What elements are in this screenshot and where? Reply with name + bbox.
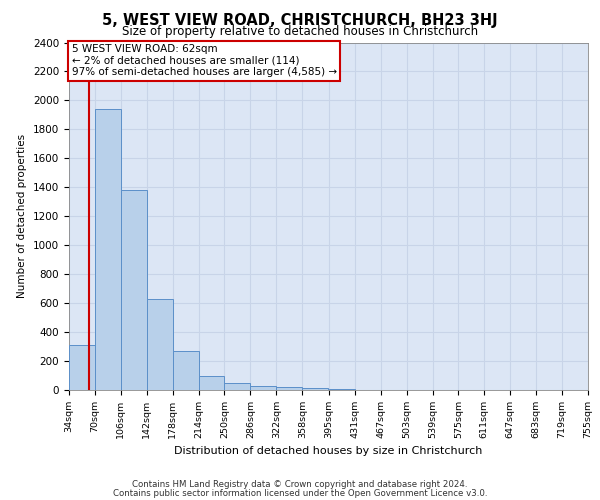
Text: 5 WEST VIEW ROAD: 62sqm
← 2% of detached houses are smaller (114)
97% of semi-de: 5 WEST VIEW ROAD: 62sqm ← 2% of detached… xyxy=(71,44,337,78)
X-axis label: Distribution of detached houses by size in Christchurch: Distribution of detached houses by size … xyxy=(175,446,482,456)
Bar xyxy=(302,388,328,390)
Bar xyxy=(173,351,199,390)
Text: Contains public sector information licensed under the Open Government Licence v3: Contains public sector information licen… xyxy=(113,488,487,498)
Bar xyxy=(121,190,147,390)
Bar xyxy=(147,299,173,390)
Text: 5, WEST VIEW ROAD, CHRISTCHURCH, BH23 3HJ: 5, WEST VIEW ROAD, CHRISTCHURCH, BH23 3H… xyxy=(102,12,498,28)
Bar xyxy=(199,376,224,390)
Bar xyxy=(224,383,250,390)
Bar xyxy=(250,386,277,390)
Y-axis label: Number of detached properties: Number of detached properties xyxy=(17,134,28,298)
Text: Size of property relative to detached houses in Christchurch: Size of property relative to detached ho… xyxy=(122,25,478,38)
Bar xyxy=(95,109,121,390)
Text: Contains HM Land Registry data © Crown copyright and database right 2024.: Contains HM Land Registry data © Crown c… xyxy=(132,480,468,489)
Bar xyxy=(277,387,302,390)
Bar xyxy=(69,345,95,390)
